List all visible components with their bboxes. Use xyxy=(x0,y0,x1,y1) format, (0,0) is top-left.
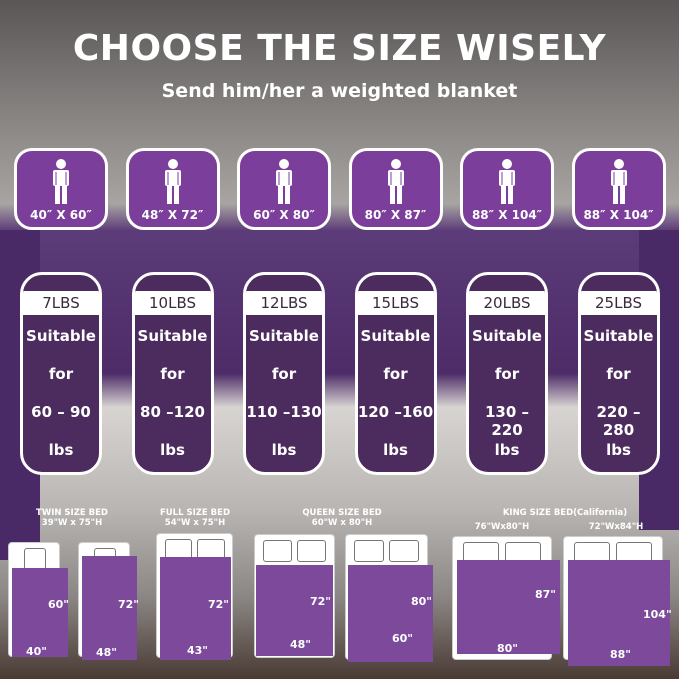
weight-range: 130 – 220 xyxy=(484,403,530,439)
person-icon xyxy=(499,159,515,204)
blanket-diagram xyxy=(82,556,137,660)
pillow-icon xyxy=(354,540,385,562)
blanket-width: 48" xyxy=(290,638,312,651)
for-text: for xyxy=(48,365,74,383)
size-card: 40″ X 60″ xyxy=(14,148,108,230)
weight-card: 25LBS Suitable for 220 – 280 lbs xyxy=(577,272,660,475)
person-icon xyxy=(276,159,292,204)
size-card: 80″ X 87″ xyxy=(348,148,443,230)
size-label: 88″ X 104″ xyxy=(583,208,654,222)
pillow-icon xyxy=(23,548,47,570)
weight-card: 20LBS Suitable for 130 – 220 lbs xyxy=(466,272,548,475)
blanket-height: 60" xyxy=(48,598,70,611)
weight-label: 25LBS xyxy=(580,291,657,315)
twin-bed-label: TWIN SIZE BED 39"W x 75"H xyxy=(36,508,108,528)
blanket-diagram xyxy=(160,557,231,660)
blanket-width: 43" xyxy=(187,644,209,657)
weight-label: 15LBS xyxy=(357,291,434,315)
weight-range: 60 – 90 xyxy=(31,403,91,421)
suitable-text: Suitable xyxy=(472,327,542,345)
weight-card: 12LBS Suitable for 110 –130 lbs xyxy=(243,272,325,475)
size-label: 48″ X 72″ xyxy=(141,208,204,222)
blanket-diagram xyxy=(256,565,333,656)
for-text: for xyxy=(494,365,520,383)
blanket-diagram xyxy=(348,565,433,662)
size-label: 60″ X 80″ xyxy=(253,208,315,222)
blanket-height: 72" xyxy=(208,598,230,611)
for-text: for xyxy=(606,365,631,383)
suitable-text: Suitable xyxy=(249,327,319,345)
subtitle: Send him/her a weighted blanket xyxy=(161,80,518,102)
king-bed-label: KING SIZE BED(California) xyxy=(502,508,628,518)
weight-label: 7LBS xyxy=(23,291,99,315)
pillow-icon xyxy=(263,540,293,562)
weight-label: 12LBS xyxy=(246,291,322,315)
pillow-icon xyxy=(389,540,420,562)
weight-label: 10LBS xyxy=(134,291,211,315)
person-icon xyxy=(164,159,181,204)
unit-text: lbs xyxy=(271,441,297,459)
weight-range: 80 –120 xyxy=(140,403,205,421)
cal-king-dims: 72"Wx84"H xyxy=(588,522,644,532)
size-card: 88″ X 104″ xyxy=(460,148,554,230)
size-label: 88″ X 104″ xyxy=(471,208,543,222)
for-text: for xyxy=(160,365,185,383)
for-text: for xyxy=(383,365,408,383)
for-text: for xyxy=(271,365,297,383)
size-card: 60″ X 80″ xyxy=(237,148,331,230)
blanket-height: 72" xyxy=(310,595,332,608)
suitable-text: Suitable xyxy=(360,327,431,345)
weight-label: 20LBS xyxy=(469,291,545,315)
person-icon xyxy=(53,159,69,204)
unit-text: lbs xyxy=(160,441,185,459)
weight-card: 15LBS Suitable for 120 –160 lbs xyxy=(354,272,437,475)
blanket-width: 40" xyxy=(26,645,48,658)
pillow-icon xyxy=(297,540,327,562)
suitable-text: Suitable xyxy=(583,327,654,345)
king-dims: 76"Wx80"H xyxy=(474,522,530,532)
blanket-diagram xyxy=(568,560,670,666)
blanket-height: 87" xyxy=(535,588,557,601)
blanket-height: 104" xyxy=(643,608,672,621)
blanket-width: 88" xyxy=(610,648,632,661)
blanket-height: 72" xyxy=(118,598,140,611)
full-bed-label: FULL SIZE BED 54"W x 75"H xyxy=(159,508,231,528)
person-icon xyxy=(610,159,627,204)
blanket-width: 80" xyxy=(497,642,519,655)
size-label: 40″ X 60″ xyxy=(30,208,92,222)
person-icon xyxy=(387,159,404,204)
unit-text: lbs xyxy=(383,441,408,459)
size-label: 80″ X 87″ xyxy=(364,208,427,222)
weight-card: 10LBS Suitable for 80 –120 lbs xyxy=(131,272,214,475)
weight-range: 120 –160 xyxy=(357,403,434,421)
queen-bed-label: QUEEN SIZE BED 60"W x 80"H xyxy=(302,508,382,528)
weight-range: 110 –130 xyxy=(246,403,322,421)
suitable-text: Suitable xyxy=(137,327,208,345)
size-card: 48″ X 72″ xyxy=(125,148,220,230)
size-card: 88″ X 104″ xyxy=(571,148,666,230)
page-title: CHOOSE THE SIZE WISELY xyxy=(72,28,607,69)
weight-range: 220 – 280 xyxy=(596,403,641,439)
unit-text: lbs xyxy=(48,441,74,459)
blanket-diagram xyxy=(12,568,68,657)
suitable-text: Suitable xyxy=(26,327,96,345)
blanket-width: 48" xyxy=(96,646,118,659)
blanket-width: 60" xyxy=(392,632,414,645)
unit-text: lbs xyxy=(606,441,631,459)
blanket-diagram xyxy=(457,560,560,654)
unit-text: lbs xyxy=(494,441,520,459)
weight-card: 7LBS Suitable for 60 – 90 lbs xyxy=(20,272,102,475)
blanket-height: 80" xyxy=(411,595,433,608)
